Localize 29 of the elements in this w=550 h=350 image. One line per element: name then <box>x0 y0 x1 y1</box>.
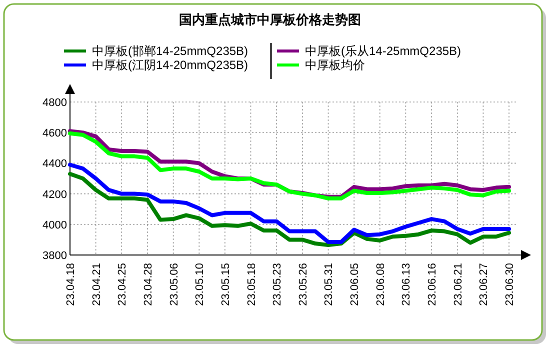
y-tick-label: 4200 <box>42 188 67 201</box>
x-tick-label: 23.05.15 <box>220 263 232 306</box>
x-tick-label: 23.05.18 <box>246 263 258 306</box>
x-tick-label: 23.06.16 <box>426 263 439 306</box>
x-tick-label: 23.06.21 <box>452 263 464 306</box>
x-tick-label: 23.05.06 <box>168 263 180 306</box>
x-tick-label: 23.04.25 <box>116 263 129 306</box>
x-tick-label: 23.06.08 <box>374 263 387 306</box>
x-tick-label: 23.06.27 <box>478 263 490 306</box>
x-tick-label: 23.06.13 <box>400 263 413 306</box>
x-tick-label: 23.06.05 <box>349 263 362 306</box>
x-tick-label: 23.05.26 <box>297 263 310 306</box>
y-tick-label: 3800 <box>42 250 67 262</box>
x-tick-label: 23.04.21 <box>90 263 103 306</box>
x-tick-label: 23.04.18 <box>65 263 77 306</box>
x-tick-label: 23.06.30 <box>504 263 516 306</box>
legend-label: 中厚板(江阴14-20mmQ235B) <box>92 58 248 72</box>
x-tick-label: 23.04.28 <box>142 263 154 306</box>
y-tick-label: 4400 <box>42 158 67 170</box>
legend-label: 中厚板(邯郸14-25mmQ235B) <box>92 44 248 58</box>
chart-title: 国内重点城市中厚板价格走势图 <box>179 12 361 27</box>
x-tick-label: 23.05.10 <box>194 263 206 306</box>
legend-label: 中厚板(乐从14-25mmQ235B) <box>305 44 462 58</box>
y-tick-label: 4600 <box>42 128 67 140</box>
x-tick-label: 23.05.23 <box>272 263 284 306</box>
x-tick-label: 23.05.31 <box>323 263 336 306</box>
y-tick-label: 4000 <box>42 219 67 232</box>
legend-label: 中厚板均价 <box>305 58 365 72</box>
y-tick-label: 4800 <box>42 97 67 109</box>
